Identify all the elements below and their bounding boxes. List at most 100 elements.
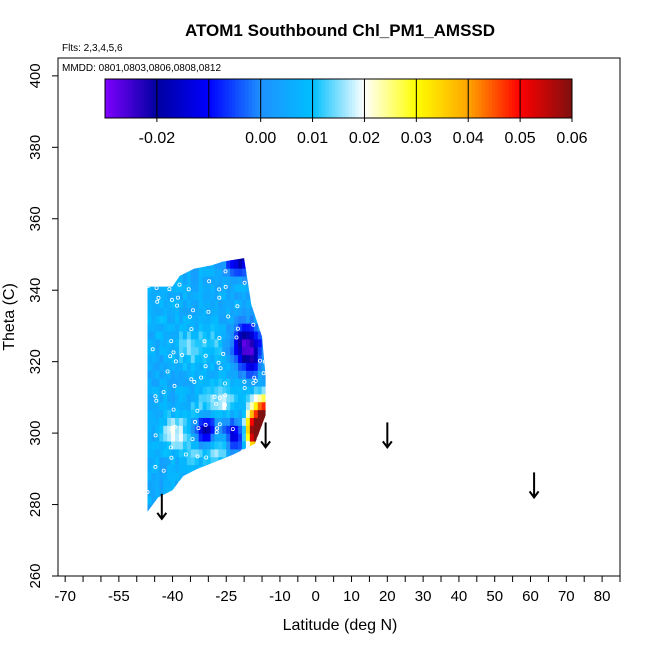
colorbar-segment — [421, 79, 426, 118]
heatmap-cell — [234, 330, 239, 340]
heatmap-cell — [234, 433, 239, 442]
heatmap-cell — [155, 354, 160, 363]
heatmap-cell — [238, 378, 243, 387]
heatmap-cell — [190, 299, 196, 308]
heatmap-cell — [186, 464, 192, 473]
heatmap-cell — [253, 323, 259, 332]
sample-marker — [190, 437, 195, 442]
colorbar-tick-label: -0.02 — [139, 130, 176, 147]
heatmap-cell — [147, 338, 153, 348]
heatmap-cell — [230, 315, 235, 324]
heatmap-cell — [226, 362, 231, 371]
y-tick-label: 400 — [27, 63, 44, 88]
heatmap-cell — [159, 433, 164, 442]
heatmap-cell — [234, 378, 239, 387]
heatmap-cell — [245, 393, 251, 403]
heatmap-cell — [151, 480, 156, 489]
heatmap-cell — [198, 323, 204, 332]
heatmap-cell — [159, 315, 164, 324]
colorbar-segment — [488, 79, 493, 118]
heatmap-cell — [167, 378, 172, 387]
colorbar-segment — [478, 79, 483, 118]
heatmap-cell — [202, 346, 208, 356]
y-tick-label: 380 — [27, 135, 44, 160]
heatmap-cell — [147, 440, 153, 450]
heatmap-cell — [245, 417, 251, 426]
sample-marker — [153, 433, 158, 438]
heatmap-cell — [234, 370, 239, 379]
heatmap-cell — [241, 354, 247, 363]
colorbar-segment — [278, 79, 283, 118]
heatmap-cell — [167, 307, 172, 316]
colorbar-segment — [435, 79, 440, 118]
colorbar-segment — [378, 79, 383, 118]
x-tick-label: -70 — [54, 588, 76, 605]
sample-marker — [216, 360, 221, 365]
colorbar-segment — [501, 79, 506, 118]
heatmap-cell — [218, 354, 223, 363]
heatmap-cell — [206, 433, 212, 442]
heatmap-cell — [210, 393, 216, 403]
heatmap-cell — [241, 440, 247, 450]
x-tick-label: 80 — [594, 588, 611, 605]
heatmap-cell — [186, 291, 192, 301]
colorbar-segment — [358, 79, 363, 118]
sample-marker — [171, 407, 176, 412]
heatmap-cell — [194, 409, 200, 418]
colorbar-segment — [215, 79, 219, 118]
colorbar-segment — [458, 79, 463, 118]
colorbar-segment — [415, 79, 420, 118]
heatmap-cell — [186, 299, 192, 308]
heatmap-cell — [151, 417, 156, 426]
colorbar-segment — [381, 79, 386, 118]
colorbar-segment — [491, 79, 496, 118]
colorbar-segment — [471, 79, 476, 118]
sample-marker — [173, 359, 178, 364]
heatmap-cell — [147, 291, 153, 301]
heatmap-cell — [253, 338, 259, 348]
colorbar-segment — [465, 79, 470, 118]
sample-marker — [153, 394, 158, 399]
sample-marker — [251, 322, 256, 327]
heatmap-cell — [163, 385, 168, 395]
colorbar-segment — [481, 79, 486, 118]
sample-marker — [195, 454, 200, 459]
heatmap-cell — [226, 291, 231, 301]
colorbar-segment — [125, 79, 129, 118]
sample-marker — [169, 297, 174, 302]
colorbar-segment — [138, 79, 143, 118]
heatmap-cell — [151, 323, 156, 332]
heatmap-cell — [202, 393, 208, 403]
heatmap-cell — [198, 283, 204, 293]
chart-title: ATOM1 Southbound Chl_PM1_AMSSD — [185, 21, 495, 40]
heatmap-cell — [163, 464, 168, 473]
heatmap-cell — [253, 354, 259, 363]
heatmap-cell — [238, 330, 243, 340]
heatmap-cell — [182, 440, 188, 450]
heatmap-cell — [171, 393, 176, 403]
heatmap-cell — [163, 488, 168, 497]
heatmap-cell — [202, 307, 208, 316]
heatmap-cell — [151, 370, 156, 379]
heatmap-cell — [222, 409, 227, 418]
heatmap-cell — [190, 346, 196, 356]
heatmap-cell — [182, 393, 188, 403]
heatmap-cell — [241, 283, 247, 293]
heatmap-cell — [178, 323, 184, 332]
heatmap-cell — [249, 385, 255, 395]
heatmap-cell — [226, 448, 231, 458]
heatmap-cell — [198, 354, 204, 363]
heatmap-cell — [163, 433, 168, 442]
sample-marker — [223, 269, 228, 274]
sample-marker — [217, 295, 222, 300]
heatmap-cell — [230, 291, 235, 301]
heatmap-cell — [190, 401, 196, 411]
heatmap-cell — [182, 433, 188, 442]
heatmap-cell — [257, 401, 263, 411]
heatmap-cell — [214, 330, 219, 340]
colorbar-segment — [175, 79, 179, 118]
heatmap-cell — [206, 401, 212, 411]
heatmap-cell — [214, 401, 219, 411]
heatmap-cell — [214, 425, 219, 434]
heatmap-cell — [175, 456, 180, 466]
